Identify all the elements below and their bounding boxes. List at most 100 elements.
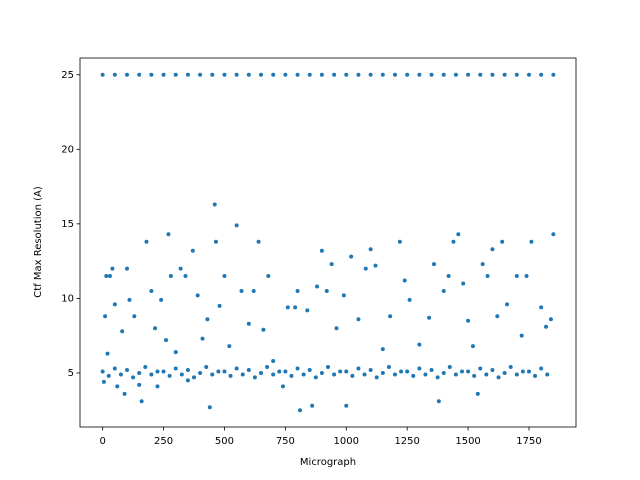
point bbox=[173, 72, 178, 77]
point bbox=[373, 263, 378, 268]
point bbox=[137, 382, 142, 387]
point bbox=[204, 364, 209, 369]
y-tick-label: 5 bbox=[68, 368, 74, 379]
point bbox=[344, 369, 349, 374]
point bbox=[307, 367, 312, 372]
point bbox=[115, 384, 120, 389]
point bbox=[478, 72, 483, 77]
point bbox=[490, 72, 495, 77]
point bbox=[324, 288, 329, 293]
point bbox=[475, 391, 480, 396]
point bbox=[161, 369, 166, 374]
point bbox=[380, 347, 385, 352]
x-tick-label: 1000 bbox=[334, 436, 359, 447]
point bbox=[338, 369, 343, 374]
point bbox=[411, 373, 416, 378]
point bbox=[100, 72, 105, 77]
point bbox=[362, 372, 367, 377]
point bbox=[435, 375, 440, 380]
point bbox=[305, 308, 310, 313]
point bbox=[163, 338, 168, 343]
point bbox=[222, 369, 227, 374]
point bbox=[332, 72, 337, 77]
y-tick-label: 25 bbox=[61, 70, 74, 81]
point bbox=[222, 72, 227, 77]
point bbox=[173, 366, 178, 371]
axes-frame bbox=[79, 57, 577, 428]
point bbox=[319, 72, 324, 77]
point bbox=[380, 370, 385, 375]
point bbox=[533, 373, 538, 378]
point bbox=[127, 297, 132, 302]
point bbox=[234, 223, 239, 228]
point bbox=[539, 72, 544, 77]
point bbox=[259, 370, 264, 375]
point bbox=[251, 288, 256, 293]
point bbox=[112, 366, 117, 371]
point bbox=[280, 384, 285, 389]
point bbox=[544, 324, 549, 329]
point bbox=[417, 72, 422, 77]
point bbox=[239, 288, 244, 293]
point bbox=[261, 327, 266, 332]
point bbox=[485, 274, 490, 279]
point bbox=[205, 317, 210, 322]
point bbox=[466, 369, 471, 374]
point bbox=[185, 378, 190, 383]
point bbox=[374, 375, 379, 380]
point bbox=[429, 367, 434, 372]
point bbox=[118, 372, 123, 377]
point bbox=[380, 72, 385, 77]
point bbox=[539, 366, 544, 371]
point bbox=[417, 366, 422, 371]
point bbox=[466, 318, 471, 323]
point bbox=[234, 72, 239, 77]
point bbox=[431, 262, 436, 267]
point bbox=[441, 288, 446, 293]
point bbox=[490, 367, 495, 372]
point bbox=[519, 333, 524, 338]
point bbox=[185, 72, 190, 77]
point bbox=[441, 370, 446, 375]
point bbox=[417, 342, 422, 347]
point bbox=[295, 366, 300, 371]
point bbox=[436, 399, 441, 404]
point bbox=[112, 302, 117, 307]
point bbox=[252, 375, 257, 380]
point bbox=[198, 72, 203, 77]
y-tick-label: 15 bbox=[61, 219, 74, 230]
point bbox=[195, 293, 200, 298]
point bbox=[301, 372, 306, 377]
point bbox=[271, 72, 276, 77]
point bbox=[386, 364, 391, 369]
point bbox=[344, 403, 349, 408]
point bbox=[368, 247, 373, 252]
point bbox=[277, 369, 282, 374]
point bbox=[137, 72, 142, 77]
point bbox=[283, 72, 288, 77]
point bbox=[514, 274, 519, 279]
point bbox=[139, 399, 144, 404]
point bbox=[332, 372, 337, 377]
point bbox=[122, 391, 127, 396]
point bbox=[149, 72, 154, 77]
point bbox=[495, 314, 500, 319]
point bbox=[120, 329, 125, 334]
point bbox=[271, 372, 276, 377]
point bbox=[185, 367, 190, 372]
point bbox=[363, 266, 368, 271]
x-tick-label: 1250 bbox=[394, 436, 419, 447]
point bbox=[461, 281, 466, 286]
point bbox=[349, 254, 354, 259]
point bbox=[295, 288, 300, 293]
point bbox=[105, 351, 110, 356]
point bbox=[500, 239, 505, 244]
point bbox=[216, 369, 221, 374]
y-tick-label: 20 bbox=[61, 144, 74, 155]
point bbox=[344, 72, 349, 77]
point bbox=[399, 369, 404, 374]
x-tick-label: 750 bbox=[276, 436, 295, 447]
point bbox=[453, 372, 458, 377]
point bbox=[451, 239, 456, 244]
